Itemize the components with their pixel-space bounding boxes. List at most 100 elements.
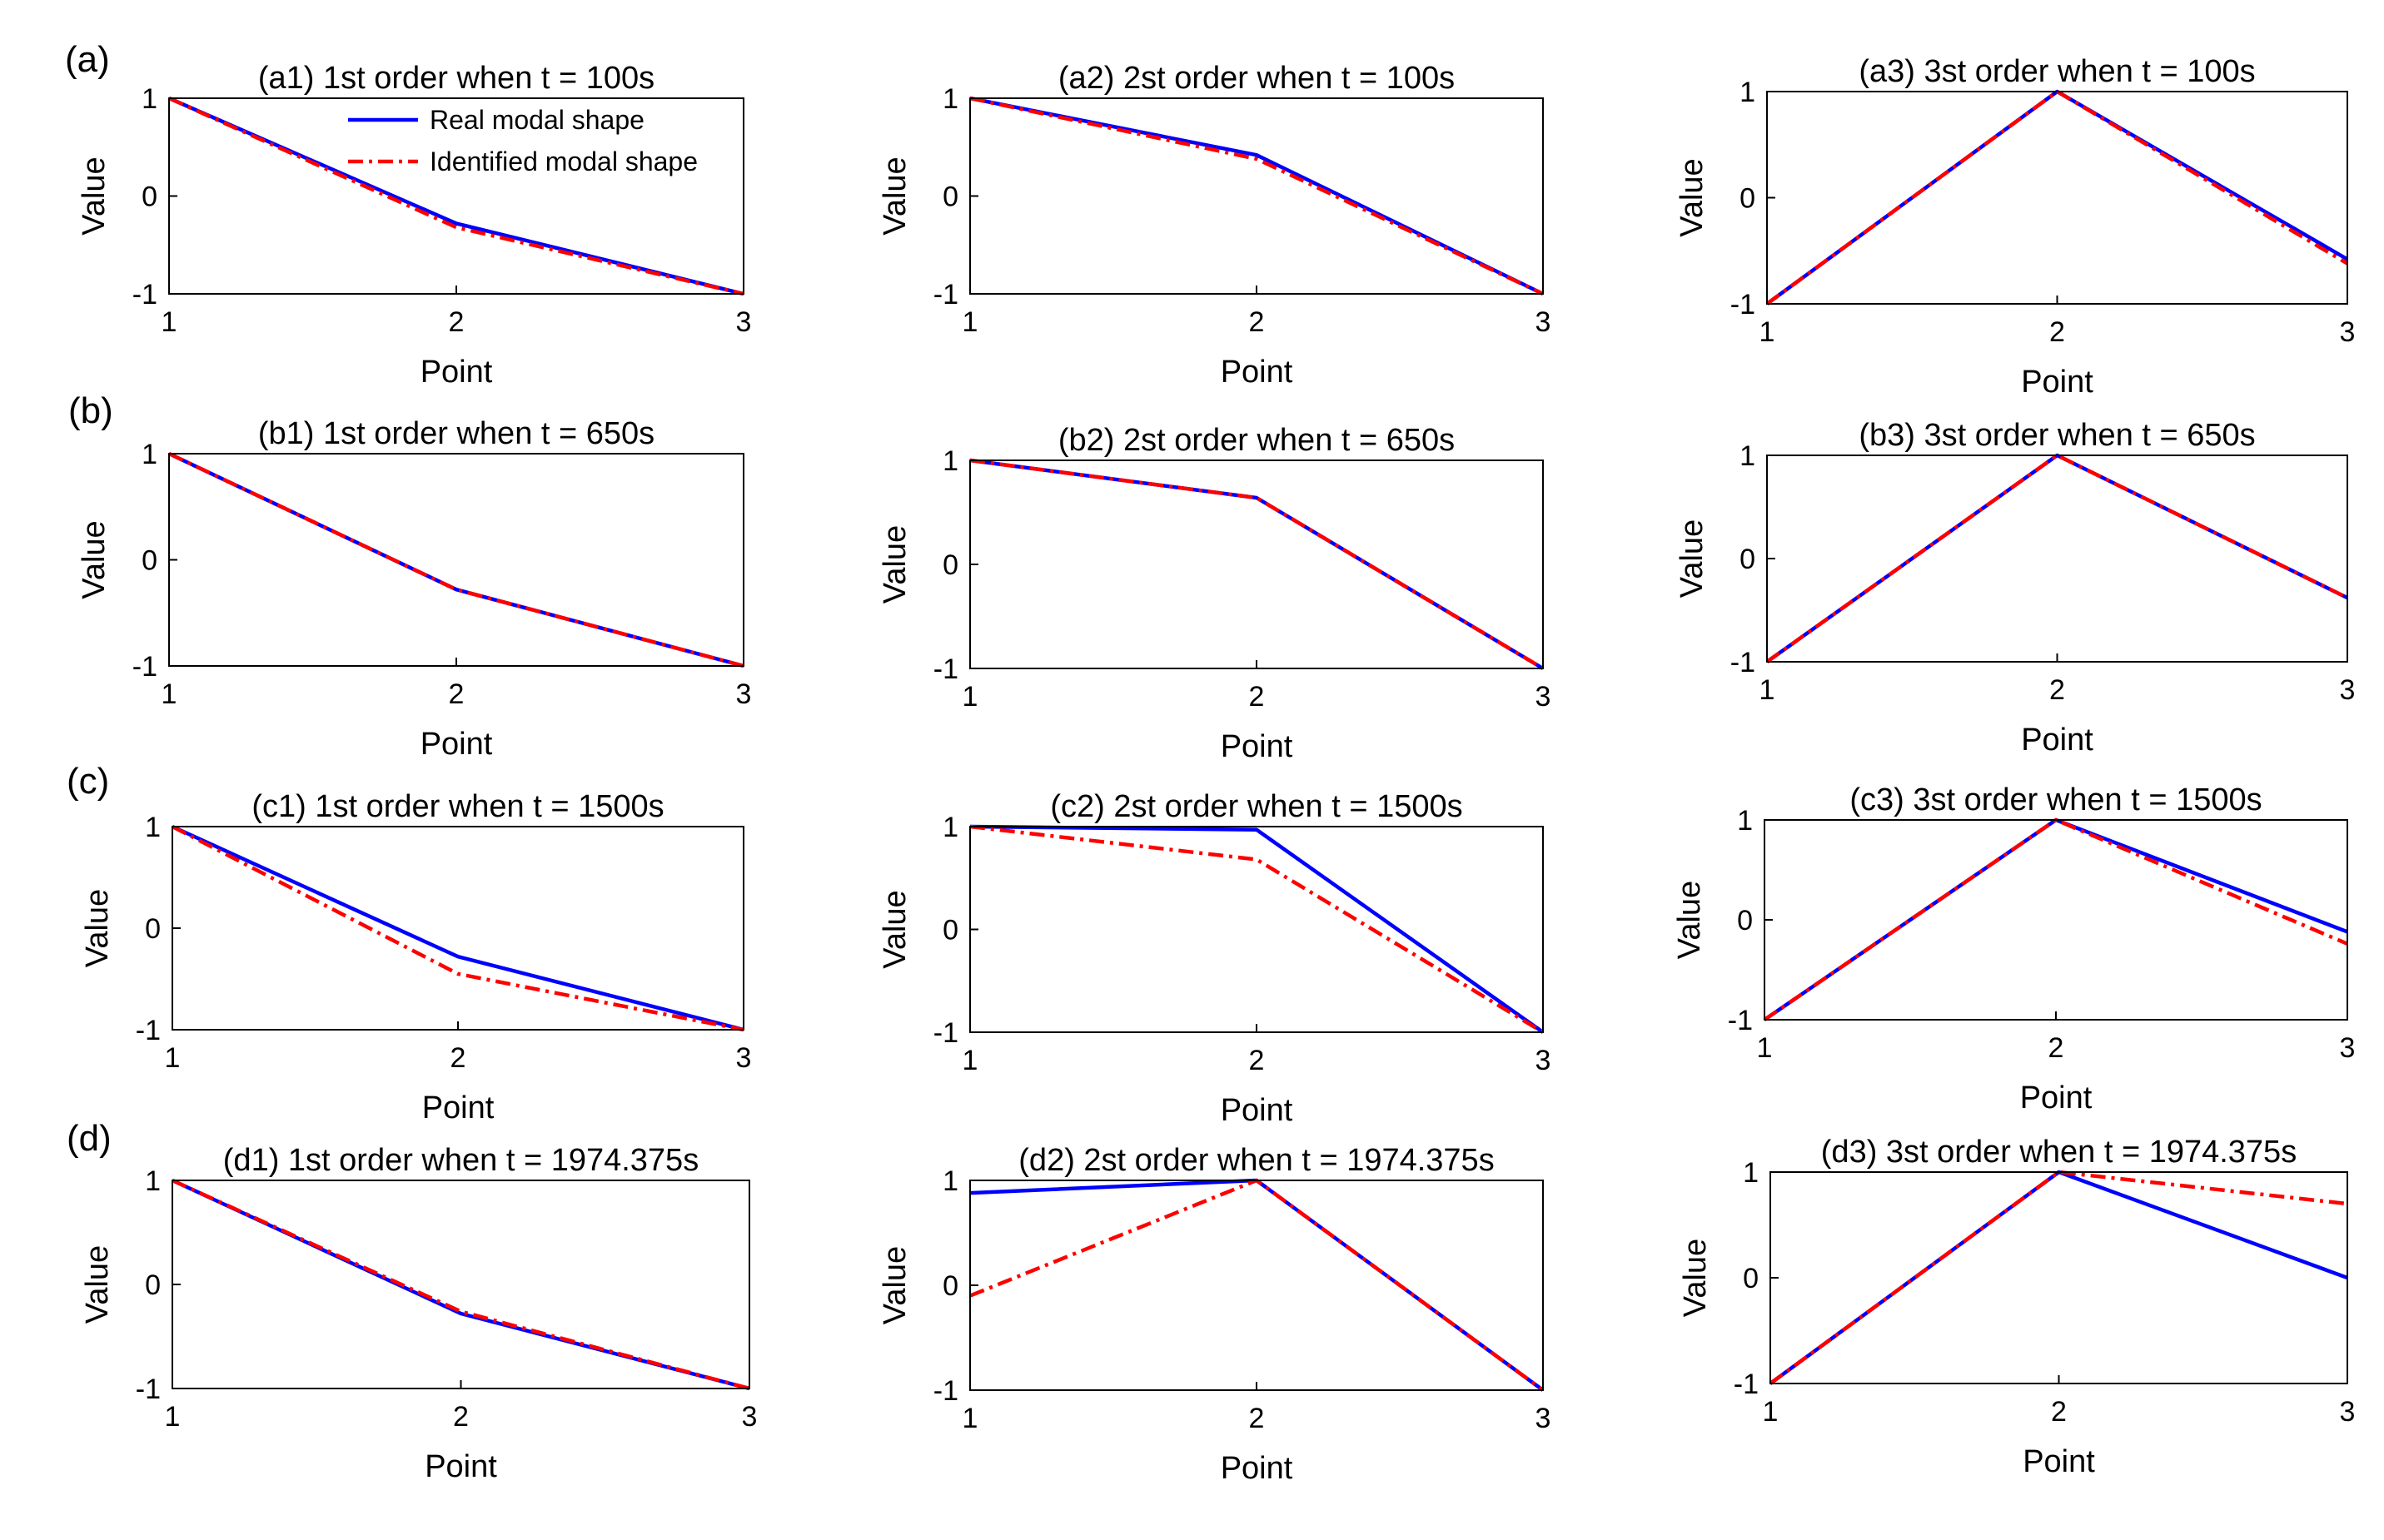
x-tick-label-a1: 1 [162, 306, 177, 338]
x-tick-label-b3: 1 [1759, 674, 1775, 706]
x-tick-label-d3: 1 [1763, 1396, 1779, 1428]
axes-box-c1 [172, 826, 744, 1031]
identified-series-line-d3 [1769, 1170, 2348, 1385]
x-tick-label-c2: 3 [1535, 1045, 1551, 1076]
x-axis-label-c3: Point [2020, 1080, 2093, 1115]
y-axis-label-d2: Value [878, 1246, 913, 1324]
x-tick-label-d2: 3 [1535, 1403, 1551, 1434]
axes-box-a2 [969, 97, 1544, 295]
y-axis-label-a3: Value [1675, 158, 1710, 236]
y-tick-label-d3: -1 [1734, 1369, 1759, 1400]
identified-series-line-c1 [171, 825, 744, 1032]
x-tick-label-b1: 3 [736, 678, 752, 710]
x-tick-label-c2: 1 [963, 1045, 978, 1076]
panel-title-d3: (d3) 3st order when t = 1974.375s [1821, 1135, 2297, 1170]
row-label-d: (d) [67, 1118, 112, 1159]
x-axis-label-a1: Point [421, 355, 493, 390]
legend: Real modal shape Identified modal shape [348, 105, 698, 176]
panel-title-a2: (a2) 2st order when t = 100s [1058, 61, 1455, 96]
panel-c1: 1 2 3 -1 0 1 (c1) 1st order when t = 1500s Poin… [80, 789, 751, 1125]
identified-series-line-a1 [168, 96, 744, 296]
y-tick-label-b1: 0 [142, 545, 157, 577]
y-tick-label-a2: -1 [933, 279, 958, 310]
panel-title-d1: (d1) 1st order when t = 1974.375s [223, 1143, 699, 1178]
x-axis-label-c2: Point [1221, 1093, 1293, 1128]
x-tick-label-b2: 2 [1249, 681, 1265, 713]
axes-box-b2 [969, 460, 1544, 669]
y-axis-label-c1: Value [80, 889, 115, 967]
x-tick-label-a1: 3 [736, 306, 752, 338]
real-series-line-b3 [1765, 453, 2348, 663]
x-axis-label-a2: Point [1221, 355, 1293, 390]
x-tick-label-d1: 1 [165, 1401, 181, 1433]
x-axis-label-d1: Point [425, 1449, 497, 1484]
real-series-line-c3 [1763, 817, 2348, 1021]
y-tick-label-a3: 0 [1739, 183, 1755, 215]
y-tick-label-b1: -1 [132, 651, 157, 683]
x-tick-label-d1: 2 [453, 1401, 469, 1433]
axes-box-d2 [969, 1180, 1544, 1391]
x-tick-label-b3: 3 [2340, 674, 2356, 706]
x-tick-label-a2: 2 [1249, 306, 1265, 338]
x-tick-label-c3: 1 [1757, 1032, 1773, 1064]
y-tick-label-c1: 0 [145, 913, 161, 945]
x-axis-label-b3: Point [2021, 723, 2093, 758]
x-tick-label-d2: 1 [963, 1403, 978, 1434]
y-tick-label-b1: 1 [142, 439, 157, 470]
panel-d3: 1 2 3 -1 0 1 (d3) 3st order when t = 1974.375s… [1678, 1135, 2355, 1479]
identified-series-line-b3 [1765, 453, 2348, 663]
x-tick-label-c3: 3 [2340, 1032, 2356, 1064]
y-tick-label-c2: -1 [933, 1017, 958, 1049]
y-tick-label-d3: 0 [1743, 1263, 1759, 1294]
x-tick-label-c1: 3 [736, 1042, 752, 1074]
x-tick-label-b1: 1 [162, 678, 177, 710]
y-axis-label-c3: Value [1672, 881, 1707, 959]
panel-title-a1: (a1) 1st order when t = 100s [258, 61, 654, 96]
axes-box-c2 [969, 826, 1544, 1033]
y-tick-label-c1: 1 [145, 812, 161, 843]
y-tick-label-d2: -1 [933, 1375, 958, 1407]
panel-a2: 1 2 3 -1 0 1 (a2) 2st order when t = 100s Point… [878, 61, 1550, 390]
panel-c3: 1 2 3 -1 0 1 (c3) 3st order when t = 1500s Poin… [1672, 782, 2355, 1115]
panels-container: 1 2 3 -1 0 1 (a1) 1st order when t = 100s Point… [77, 54, 2355, 1486]
x-tick-label-b2: 1 [963, 681, 978, 713]
identified-series-line-d2 [969, 1178, 1545, 1392]
real-series-line-b1 [168, 451, 744, 668]
axes-box-d3 [1769, 1171, 2348, 1384]
y-axis-label-c2: Value [878, 890, 913, 968]
identified-series-line-b2 [969, 458, 1545, 670]
x-tick-label-a1: 2 [449, 306, 465, 338]
x-tick-label-a2: 3 [1535, 306, 1551, 338]
y-tick-label-c3: 1 [1737, 805, 1753, 837]
panel-title-a3: (a3) 3st order when t = 100s [1859, 54, 2255, 89]
x-axis-label-c1: Point [422, 1090, 495, 1125]
real-series-line-c2 [969, 824, 1545, 1034]
axes-box-a3 [1766, 91, 2348, 305]
x-tick-label-d3: 2 [2051, 1396, 2067, 1428]
y-tick-label-d1: 0 [145, 1269, 161, 1301]
x-tick-label-d2: 2 [1249, 1403, 1265, 1434]
y-tick-label-b3: 0 [1739, 544, 1755, 575]
x-tick-label-a2: 1 [963, 306, 978, 338]
identified-series-line-c3 [1763, 817, 2348, 1021]
panel-title-c3: (c3) 3st order when t = 1500s [1849, 782, 2262, 817]
real-series-line-a2 [969, 96, 1544, 296]
real-series-line-b2 [969, 458, 1545, 670]
y-tick-label-b3: 1 [1739, 440, 1755, 472]
x-axis-label-d3: Point [2023, 1444, 2095, 1479]
legend-real-label: Real modal shape [430, 105, 645, 135]
y-tick-label-a2: 0 [943, 181, 958, 213]
y-tick-label-b3: -1 [1730, 647, 1755, 678]
y-tick-label-a3: -1 [1730, 289, 1755, 320]
x-tick-label-c1: 1 [165, 1042, 181, 1074]
panel-title-b3: (b3) 3st order when t = 650s [1859, 418, 2255, 453]
y-tick-label-c3: -1 [1728, 1005, 1753, 1036]
y-tick-label-c1: -1 [136, 1015, 161, 1046]
y-tick-label-d2: 1 [943, 1165, 958, 1197]
panel-title-b2: (b2) 2st order when t = 650s [1058, 423, 1455, 458]
real-series-line-d1 [172, 1178, 750, 1391]
panel-b3: 1 2 3 -1 0 1 (b3) 3st order when t = 650s Point… [1675, 418, 2355, 758]
y-tick-label-d3: 1 [1743, 1157, 1759, 1189]
real-series-line-d2 [969, 1178, 1545, 1392]
y-axis-label-b3: Value [1675, 519, 1710, 598]
